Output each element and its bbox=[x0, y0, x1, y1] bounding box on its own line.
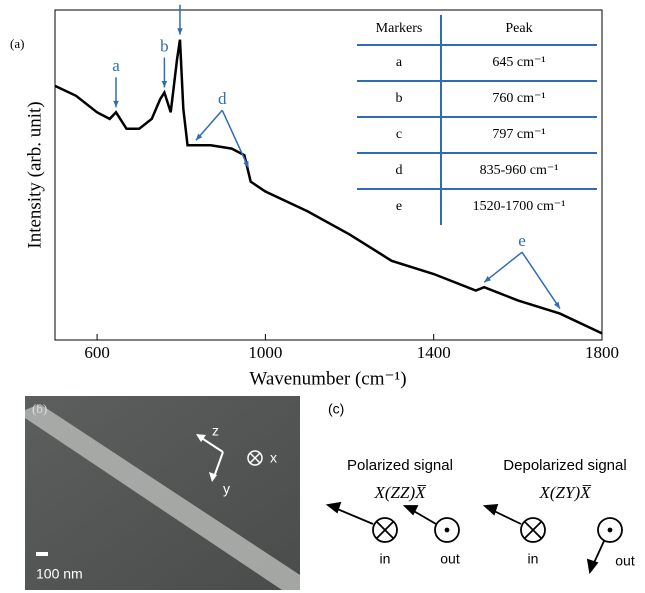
axis-x: x bbox=[270, 450, 277, 466]
x-tick-label: 600 bbox=[84, 343, 110, 362]
table-cell: 835-960 cm⁻¹ bbox=[480, 163, 559, 178]
marker-label: b bbox=[160, 36, 169, 55]
panel-label: (c) bbox=[328, 401, 344, 417]
marker-arrow bbox=[484, 252, 522, 282]
notation: X(ZY)X̅ bbox=[539, 483, 592, 502]
in-label: in bbox=[528, 551, 539, 567]
table-cell: 645 cm⁻¹ bbox=[492, 55, 545, 70]
x-tick-label: 1000 bbox=[248, 343, 282, 362]
notation: X(ZZ)X̅ bbox=[374, 483, 427, 502]
polarization-icons bbox=[328, 503, 622, 572]
panel-label: (a) bbox=[10, 36, 24, 51]
in-label: in bbox=[380, 551, 391, 567]
table-header: Markers bbox=[376, 21, 423, 36]
marker-label: d bbox=[218, 89, 227, 108]
scale-bar-label: 100 nm bbox=[36, 566, 83, 582]
x-axis-label: Wavenumber (cm⁻¹) bbox=[249, 368, 406, 389]
table-cell: d bbox=[396, 163, 403, 178]
axis-y: y bbox=[223, 481, 230, 497]
figure: (a) Wavenumber (cm⁻¹) Intensity (arb. un… bbox=[0, 0, 645, 593]
arrow-head bbox=[177, 28, 182, 34]
marker-label: c bbox=[176, 0, 184, 3]
panel-label: (b) bbox=[32, 401, 47, 416]
x-tick-label: 1400 bbox=[417, 343, 451, 362]
table-cell: a bbox=[396, 55, 403, 70]
marker-label: a bbox=[112, 56, 120, 75]
marker-arrow bbox=[222, 110, 248, 168]
axis-z: z bbox=[212, 423, 219, 439]
table: Markers Peak a 645 cm⁻¹ b 760 cm⁻¹ c 797 cm⁻¹ d 8… bbox=[357, 15, 597, 225]
table-cell: 1520-1700 cm⁻¹ bbox=[473, 199, 566, 214]
arrow-head bbox=[162, 81, 167, 87]
out-label: out bbox=[440, 551, 460, 567]
marker-label: e bbox=[518, 231, 526, 250]
table-cell: c bbox=[396, 127, 402, 142]
spectrum-line bbox=[55, 40, 602, 334]
out-label: out bbox=[615, 553, 635, 569]
table-header: Peak bbox=[505, 21, 532, 36]
marker-arrow bbox=[522, 252, 560, 308]
table-cell: 797 cm⁻¹ bbox=[492, 127, 545, 142]
table-cell: 760 cm⁻¹ bbox=[492, 91, 545, 106]
table-cell: b bbox=[396, 91, 403, 106]
arrow-head bbox=[113, 101, 118, 107]
table-cell: e bbox=[396, 199, 402, 214]
arrow-head bbox=[554, 302, 560, 309]
config-title: Polarized signal bbox=[347, 457, 453, 474]
x-tick-label: 1800 bbox=[585, 343, 619, 362]
config-title: Depolarized signal bbox=[503, 457, 626, 474]
y-axis-label: Intensity (arb. unit) bbox=[24, 101, 45, 248]
